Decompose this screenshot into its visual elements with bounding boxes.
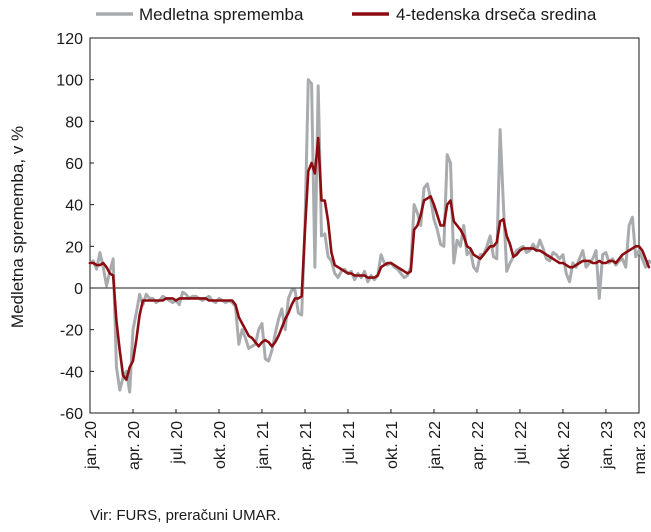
x-tick-label: mar. 23 bbox=[632, 421, 649, 474]
x-tick-label: jan. 20 bbox=[83, 421, 100, 470]
x-tick-label: okt. 22 bbox=[556, 421, 573, 469]
y-tick-label: 80 bbox=[65, 114, 83, 131]
y-tick-label: 100 bbox=[56, 73, 83, 90]
legend-label-series-0: Medletna sprememba bbox=[139, 5, 304, 24]
y-tick-label: 60 bbox=[65, 156, 83, 173]
plot-area: -60 -40 -20 0 20 40 60 80 100 120 jan. 20 apr. 20 ju… bbox=[56, 31, 651, 474]
y-tick-label: 40 bbox=[65, 198, 83, 215]
x-tick-label: okt. 20 bbox=[212, 421, 229, 469]
x-tick-label: apr. 20 bbox=[126, 421, 143, 470]
plot-frame bbox=[89, 37, 640, 414]
y-axis-title: Medletna sprememba, v % bbox=[8, 126, 27, 328]
x-tick-label: jul. 21 bbox=[341, 421, 358, 465]
x-tick-label: jul. 22 bbox=[513, 421, 530, 465]
series-line-1 bbox=[88, 136, 651, 381]
y-tick-label: -20 bbox=[60, 323, 83, 340]
x-tick-label: jan. 21 bbox=[255, 421, 272, 470]
x-tick-label: okt. 21 bbox=[384, 421, 401, 469]
y-tick-label: -60 bbox=[60, 406, 83, 423]
x-tick-label: jan. 22 bbox=[427, 421, 444, 470]
x-tick-label: jul. 20 bbox=[169, 421, 186, 465]
y-tick-label: 20 bbox=[65, 239, 83, 256]
legend: Medletna sprememba 4-tedenska drseča sre… bbox=[96, 5, 597, 24]
series-line-0 bbox=[88, 78, 651, 394]
y-tick-label: 120 bbox=[56, 31, 83, 48]
legend-label-series-1: 4-tedenska drseča sredina bbox=[396, 5, 597, 24]
x-tick-label: apr. 21 bbox=[298, 421, 315, 470]
x-tick-label: apr. 22 bbox=[470, 421, 487, 470]
y-tick-label: 0 bbox=[74, 281, 83, 298]
source-note: Vir: FURS, preračuni UMAR. bbox=[90, 507, 281, 524]
y-tick-label: -40 bbox=[60, 364, 83, 381]
x-tick-label: jan. 23 bbox=[599, 421, 616, 470]
